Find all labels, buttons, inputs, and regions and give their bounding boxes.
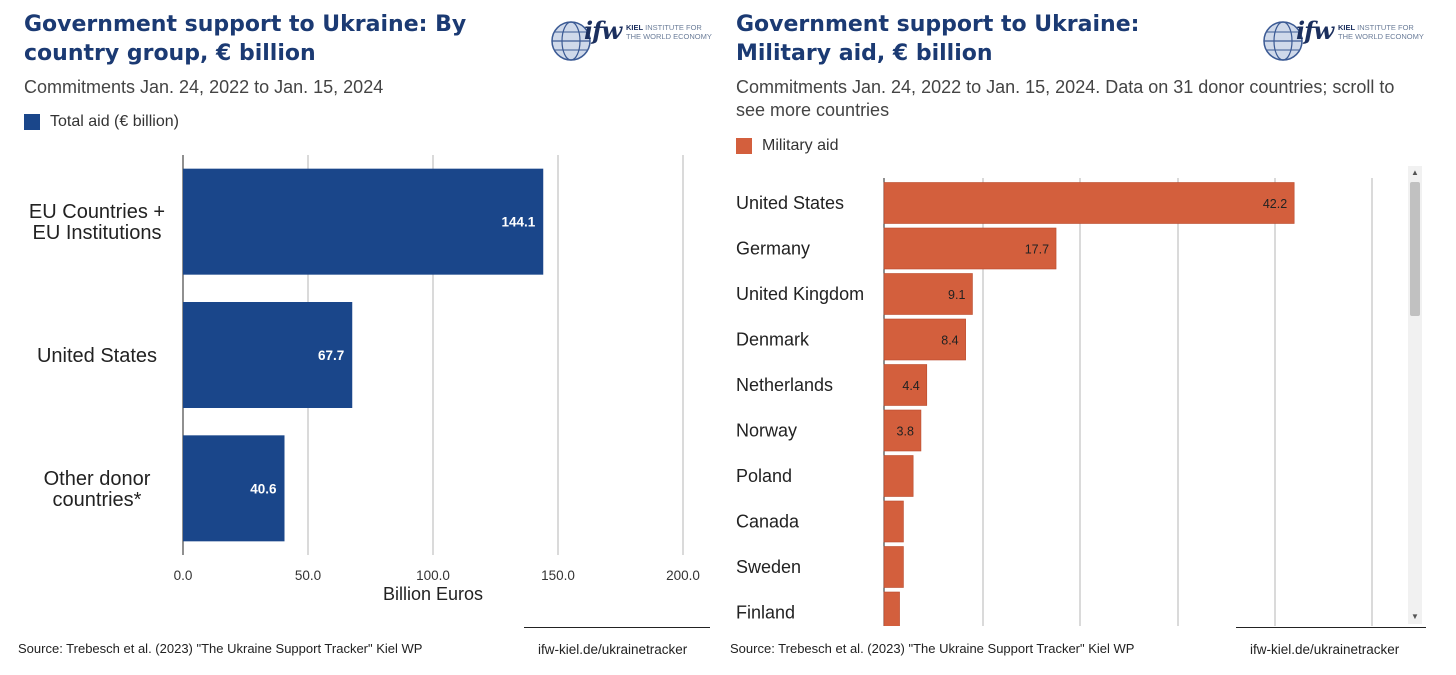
panel-country-group: Government support to Ukraine: By countr… bbox=[0, 0, 712, 675]
divider bbox=[1236, 627, 1426, 628]
scrollbar-thumb[interactable] bbox=[1410, 182, 1420, 316]
legend-label: Total aid (€ billion) bbox=[50, 113, 179, 130]
chart-scrollbar[interactable]: ▲ ▼ bbox=[1408, 166, 1422, 624]
divider bbox=[524, 627, 710, 628]
tracker-link[interactable]: ifw-kiel.de/ukrainetracker bbox=[1250, 642, 1400, 657]
source-note: Source: Trebesch et al. (2023) "The Ukra… bbox=[730, 641, 1135, 656]
bar bbox=[883, 591, 900, 626]
bar bbox=[883, 409, 922, 452]
category-label: countries* bbox=[53, 489, 142, 511]
bar-value-label: 42.2 bbox=[1263, 197, 1287, 211]
legend-label: Military aid bbox=[762, 137, 839, 154]
bar-value-label: 8.4 bbox=[941, 334, 958, 348]
bar bbox=[883, 273, 973, 315]
bar bbox=[883, 318, 966, 361]
legend: Military aid bbox=[736, 137, 838, 155]
logo-wordmark: ifw bbox=[1296, 16, 1334, 45]
ifw-logo: ifw KIEL INSTITUTE FOR THE WORLD ECONOMY bbox=[550, 12, 712, 68]
logo-wordmark: ifw bbox=[584, 16, 622, 45]
category-label: EU Institutions bbox=[33, 222, 162, 244]
category-label: Finland bbox=[736, 603, 795, 623]
x-tick-label: 50.0 bbox=[295, 568, 321, 583]
legend: Total aid (€ billion) bbox=[24, 113, 179, 131]
logo-institute: KIEL INSTITUTE FOR THE WORLD ECONOMY bbox=[1338, 23, 1424, 41]
tracker-link[interactable]: ifw-kiel.de/ukrainetracker bbox=[538, 642, 688, 657]
chart-subtitle: Commitments Jan. 24, 2022 to Jan. 15, 20… bbox=[736, 77, 1395, 120]
category-label: Sweden bbox=[736, 557, 801, 577]
x-tick-label: 100.0 bbox=[416, 568, 450, 583]
bar-value-label: 144.1 bbox=[501, 215, 535, 230]
source-note: Source: Trebesch et al. (2023) "The Ukra… bbox=[18, 641, 423, 656]
globe-icon bbox=[1263, 21, 1303, 61]
x-tick-label: 0.0 bbox=[174, 568, 193, 583]
x-tick-label: 200.0 bbox=[666, 568, 700, 583]
category-label: EU Countries + bbox=[29, 201, 165, 223]
category-label: Poland bbox=[736, 466, 792, 486]
globe-icon bbox=[551, 21, 591, 61]
bar bbox=[883, 227, 1057, 270]
bar-value-label: 67.7 bbox=[318, 348, 344, 363]
bar bbox=[883, 546, 904, 588]
chart-title: Government support to Ukraine: Military … bbox=[736, 12, 1140, 66]
bar-chart-country-group: 0.0 50.0 100.0 150.0 200.0 Billion Euros 144.1… bbox=[29, 155, 700, 604]
bar-chart-military-aid: 42.2 United States 17.7 Germany 9.1 United Ki… bbox=[736, 178, 1373, 626]
bar-value-label: 9.1 bbox=[948, 288, 965, 302]
bar bbox=[883, 455, 914, 497]
x-tick-label: 150.0 bbox=[541, 568, 575, 583]
category-label: Other donor bbox=[44, 468, 151, 490]
category-label: Germany bbox=[736, 239, 810, 259]
chart-subtitle: Commitments Jan. 24, 2022 to Jan. 15, 20… bbox=[24, 77, 384, 97]
bar bbox=[883, 182, 1295, 224]
category-label: United States bbox=[37, 345, 157, 367]
category-label: Denmark bbox=[736, 330, 810, 350]
scroll-up-icon[interactable]: ▲ bbox=[1411, 168, 1419, 177]
bar bbox=[183, 168, 544, 275]
legend-swatch bbox=[736, 138, 752, 154]
category-label: Norway bbox=[736, 421, 797, 441]
ifw-logo: ifw KIEL INSTITUTE FOR THE WORLD ECONOMY bbox=[1262, 12, 1424, 68]
x-axis-label: Billion Euros bbox=[383, 584, 483, 604]
category-label: United Kingdom bbox=[736, 284, 864, 304]
chart-title: Government support to Ukraine: By countr… bbox=[24, 12, 467, 66]
category-label: Canada bbox=[736, 512, 800, 532]
logo-institute: KIEL INSTITUTE FOR THE WORLD ECONOMY bbox=[626, 23, 712, 41]
bar-value-label: 17.7 bbox=[1025, 243, 1049, 257]
scroll-down-icon[interactable]: ▼ bbox=[1411, 612, 1419, 621]
panel-military-aid: Government support to Ukraine: Military … bbox=[712, 0, 1456, 675]
bar bbox=[183, 435, 285, 542]
bar bbox=[183, 302, 353, 408]
category-label: Netherlands bbox=[736, 375, 833, 395]
legend-swatch bbox=[24, 114, 40, 130]
bar-value-label: 3.8 bbox=[897, 425, 914, 439]
bar-value-label: 40.6 bbox=[250, 481, 277, 496]
bar bbox=[883, 364, 928, 406]
bar-value-label: 4.4 bbox=[902, 379, 919, 393]
category-label: United States bbox=[736, 193, 844, 213]
bar bbox=[883, 500, 904, 543]
